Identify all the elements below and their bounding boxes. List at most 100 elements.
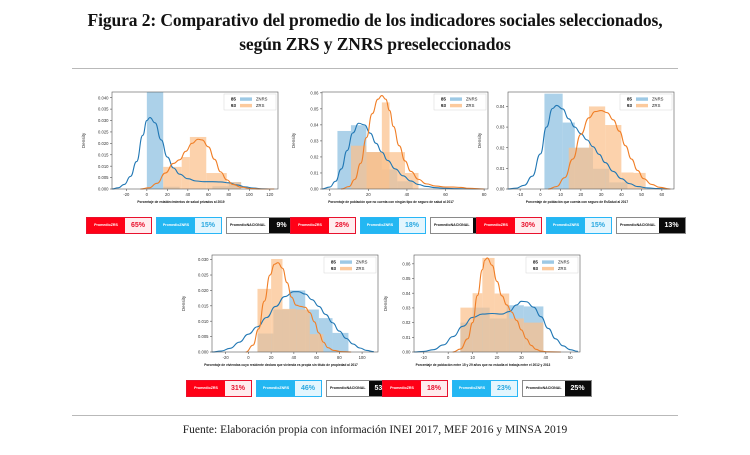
x-tick-label: 40 [292, 355, 297, 360]
chart-legend: 85 ZNRS 93 ZRS [619, 93, 673, 111]
y-tick-label: 0.015 [198, 303, 209, 308]
legend-series-label: ZRS [256, 103, 265, 108]
kde-curve-zrs [547, 110, 671, 190]
legend-series-label: ZNRS [652, 97, 664, 102]
badge-label-line1: Promedio [298, 223, 315, 228]
y-axis-title: Density [81, 132, 86, 148]
badge-value: 15% [585, 218, 611, 233]
badge-label-line1: Promedio [230, 223, 247, 228]
badge-label: Promedio ZNRS [453, 381, 491, 396]
kde-curve-znrs [507, 104, 671, 190]
averages-badge-row-nini-15-29: Promedio ZRS 18% Promedio ZNRS 23% Promedio NAC… [382, 380, 592, 397]
kde-curve-znrs [321, 122, 485, 190]
badge-value: 28% [329, 218, 355, 233]
kde-curve-znrs [413, 300, 579, 353]
kde-curve-zrs [340, 94, 485, 190]
x-axis-title: Porcentaje de población entre 15 y 29 añ… [415, 363, 551, 367]
badge-label-line1: Promedio [526, 386, 543, 391]
chart-legend: 85 ZNRS 93 ZRS [525, 256, 579, 274]
badge-label-line2: NACIONAL [542, 386, 562, 391]
badge-label: Promedio ZRS [383, 381, 421, 396]
y-tick-label: 0.06 [402, 261, 411, 266]
badge-value: 13% [658, 218, 685, 233]
y-tick-label: 0.02 [496, 145, 505, 150]
badge-label-line2: NACIONAL [246, 223, 266, 228]
x-tick-label: 80 [226, 192, 231, 197]
kde-curve-znrs [111, 117, 273, 190]
y-tick-label: 0.00 [310, 187, 319, 192]
y-tick-label: 0.04 [496, 104, 505, 109]
badge-value: 15% [195, 218, 221, 233]
x-tick-label: 50 [639, 192, 644, 197]
x-tick-label: 40 [619, 192, 624, 197]
y-tick-label: 0.035 [98, 107, 109, 112]
y-tick-label: 0.030 [198, 257, 209, 262]
badge-value: 23% [491, 381, 517, 396]
legend-count: 93 [627, 103, 633, 108]
badge-value: 9% [268, 218, 295, 233]
x-tick-label: 0 [329, 192, 332, 197]
x-tick-label: 60 [660, 192, 665, 197]
x-tick-label: -10 [421, 355, 428, 360]
badge-label-line2: ZRS [110, 223, 118, 228]
badge-label: Promedio ZRS [291, 218, 329, 233]
badge-value: 25% [564, 381, 591, 396]
badge-label: Promedio ZNRS [361, 218, 399, 233]
legend-series-label: ZRS [466, 103, 475, 108]
chart-legend: 85 ZNRS 93 ZRS [323, 256, 377, 274]
x-tick-label: 0 [247, 355, 250, 360]
x-tick-label: -10 [517, 192, 524, 197]
x-tick-label: 100 [359, 355, 367, 360]
legend-count: 93 [441, 103, 447, 108]
averages-badge-row-vivienda-sin-titulo: Promedio ZRS 31% Promedio ZNRS 46% Promedio NAC… [186, 380, 396, 397]
x-axis-title: Porcentaje de población que no cuenta co… [328, 200, 454, 204]
badge-label-line2: NACIONAL [636, 223, 656, 228]
badge-label-line1: Promedio [434, 223, 451, 228]
divider-top [72, 68, 678, 69]
badge-znrs: Promedio ZNRS 18% [360, 217, 426, 234]
x-axis-title: Porcentaje de población que cuenta con s… [525, 200, 629, 204]
badge-label-line1: Promedio [194, 386, 211, 391]
y-tick-label: 0.04 [402, 291, 411, 296]
y-tick-label: 0.02 [402, 320, 411, 325]
legend-count: 85 [533, 260, 539, 265]
x-tick-label: 0 [146, 192, 149, 197]
legend-count: 93 [231, 103, 237, 108]
x-tick-label: 20 [495, 355, 500, 360]
y-tick-label: 0.03 [310, 139, 319, 144]
y-tick-label: 0.030 [98, 118, 109, 123]
y-tick-label: 0.010 [198, 319, 209, 324]
divider-bottom [72, 415, 678, 416]
badge-label-line2: NACIONAL [450, 223, 470, 228]
badge-label-line2: ZNRS [475, 386, 486, 391]
x-tick-label: 30 [519, 355, 524, 360]
badge-label-line2: ZRS [500, 223, 508, 228]
y-tick-label: 0.03 [402, 306, 411, 311]
kde-curve-zrs [452, 257, 562, 353]
badge-znrs: Promedio ZNRS 23% [452, 380, 518, 397]
y-tick-label: 0.03 [496, 125, 505, 130]
badge-label: Promedio ZRS [87, 218, 125, 233]
y-tick-label: 0.00 [496, 187, 505, 192]
badge-label: Promedio ZNRS [257, 381, 295, 396]
legend-series-label: ZRS [558, 266, 567, 271]
badge-label-line2: NACIONAL [346, 386, 366, 391]
y-axis-title: Density [477, 132, 482, 148]
badge-label: Promedio NACIONAL [523, 381, 565, 396]
x-tick-label: 40 [543, 355, 548, 360]
kde-curve-zrs [245, 262, 352, 353]
legend-count: 85 [627, 97, 633, 102]
badge-label-line2: ZRS [314, 223, 322, 228]
x-tick-label: 20 [366, 192, 371, 197]
x-tick-label: 40 [405, 192, 410, 197]
x-tick-label: 10 [558, 192, 563, 197]
badge-label-line1: Promedio [458, 386, 476, 391]
badge-label-line2: ZRS [210, 386, 218, 391]
y-tick-label: 0.040 [98, 95, 109, 100]
x-tick-label: -20 [223, 355, 230, 360]
histogram-zrs [460, 257, 544, 352]
badge-value: 18% [399, 218, 425, 233]
x-tick-label: 20 [269, 355, 274, 360]
badge-label-line1: Promedio [484, 223, 501, 228]
x-tick-label: 0 [539, 192, 542, 197]
